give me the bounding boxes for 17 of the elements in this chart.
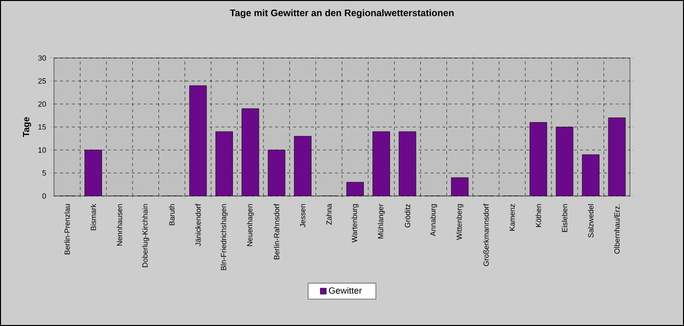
bar	[190, 86, 206, 196]
bar	[556, 127, 574, 196]
bar	[608, 118, 626, 196]
bar	[84, 150, 102, 196]
bar	[372, 132, 390, 196]
bar	[216, 132, 233, 196]
bar	[294, 136, 312, 196]
y-axis-title: Tage	[23, 117, 32, 138]
legend-label: Gewitter	[328, 287, 362, 294]
bar	[242, 108, 259, 196]
bar	[398, 132, 416, 196]
bar	[530, 122, 547, 196]
bar	[346, 182, 364, 196]
chart-title: Tage mit Gewitter an den Regionalwetterstationen	[230, 9, 454, 18]
bar	[268, 150, 286, 196]
bar	[451, 178, 468, 196]
bar	[582, 154, 600, 196]
